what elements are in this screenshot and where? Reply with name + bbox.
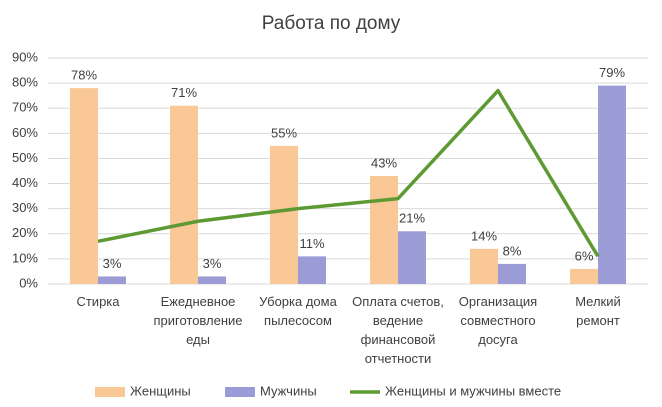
legend-swatch bbox=[95, 387, 125, 397]
value-label: 71% bbox=[171, 85, 197, 100]
bar bbox=[270, 145, 298, 284]
bar bbox=[398, 231, 426, 284]
y-tick-label: 10% bbox=[12, 250, 38, 265]
value-label: 79% bbox=[599, 65, 625, 80]
line bbox=[97, 88, 600, 258]
y-tick-label: 20% bbox=[12, 225, 38, 240]
y-tick-label: 70% bbox=[12, 100, 38, 115]
value-label: 11% bbox=[299, 236, 324, 251]
value-label: 8% bbox=[503, 243, 522, 258]
legend-label: Женщины bbox=[130, 383, 191, 398]
value-label: 3% bbox=[103, 256, 122, 271]
legend-label: Женщины и мужчины вместе bbox=[385, 383, 561, 398]
x-tick-label: Организация совместного досуга bbox=[459, 294, 537, 347]
x-tick-label: Ежедневное приготовление еды bbox=[153, 294, 242, 347]
bar bbox=[170, 105, 198, 284]
y-tick-label: 80% bbox=[12, 75, 38, 90]
y-tick-label: 90% bbox=[12, 49, 38, 64]
value-label: 21% bbox=[399, 211, 425, 226]
value-label: 14% bbox=[471, 228, 497, 243]
bar bbox=[498, 263, 526, 284]
value-label: 78% bbox=[71, 68, 97, 83]
y-tick-label: 60% bbox=[12, 125, 38, 140]
legend-swatch bbox=[225, 387, 255, 397]
bar bbox=[598, 85, 626, 284]
y-tick-label: 30% bbox=[12, 200, 38, 215]
x-tick-label: Стирка bbox=[76, 294, 120, 309]
x-tick-label: Уборка дома пылесосом bbox=[259, 294, 337, 328]
y-tick-label: 0% bbox=[19, 275, 38, 290]
bar bbox=[470, 248, 498, 284]
value-label: 6% bbox=[575, 248, 594, 263]
x-tick-label: Мелкий ремонт bbox=[575, 294, 621, 328]
bar bbox=[198, 276, 226, 284]
y-tick-label: 40% bbox=[12, 175, 38, 190]
legend-label: Мужчины bbox=[260, 383, 317, 398]
y-tick-label: 50% bbox=[12, 150, 38, 165]
bar bbox=[298, 256, 326, 284]
value-label: 55% bbox=[271, 125, 297, 140]
value-label: 3% bbox=[203, 256, 222, 271]
bar bbox=[70, 88, 98, 284]
bar bbox=[370, 176, 398, 284]
value-label: 43% bbox=[371, 155, 397, 170]
bar bbox=[570, 268, 598, 284]
bar bbox=[98, 276, 126, 284]
chart-title: Работа по дому bbox=[262, 13, 401, 34]
x-tick-label: Оплата счетов, ведение финансовой отчетност… bbox=[352, 294, 444, 366]
